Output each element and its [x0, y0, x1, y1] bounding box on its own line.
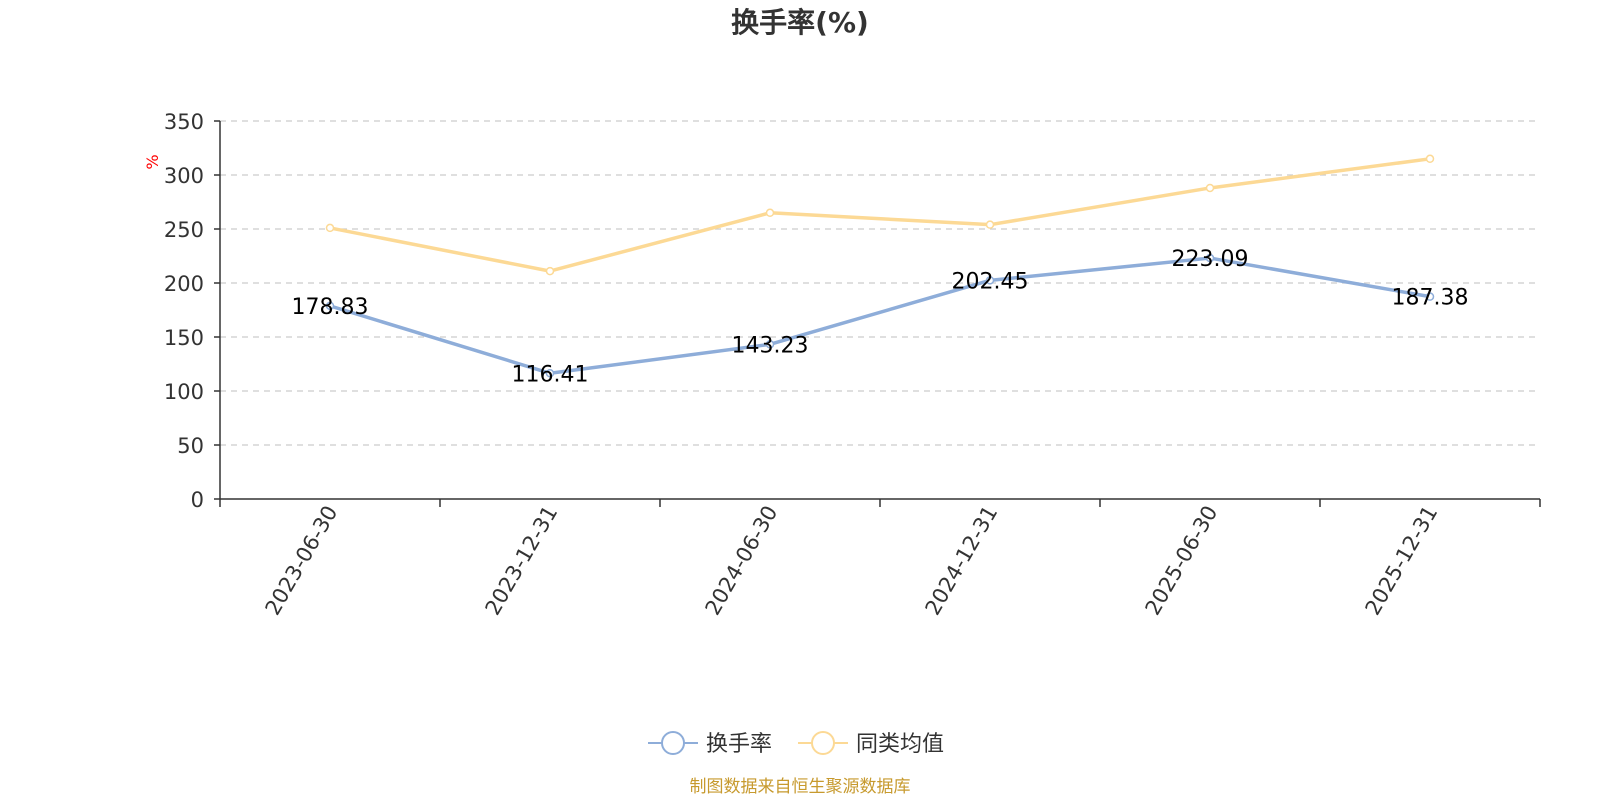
data-label: 187.38 [1392, 286, 1469, 311]
data-point [985, 220, 995, 229]
data-point [1425, 154, 1435, 164]
legend-item[interactable]: 同类均值 [798, 731, 944, 757]
axes: 0 50 100 150 200 250 300 350 2023-06-30 2023-12-3… [164, 110, 1541, 620]
data-point [765, 208, 775, 218]
data-label: 116.41 [512, 362, 589, 387]
data-point [325, 223, 335, 233]
y-tick-label: 0 [191, 488, 204, 512]
data-label: 223.09 [1172, 247, 1249, 272]
data-point [545, 369, 555, 378]
data-point [765, 340, 775, 349]
legend-label: 换手率 [706, 732, 772, 757]
series-lines [325, 154, 1435, 378]
series-line [329, 256, 1431, 376]
data-label: 202.45 [952, 269, 1029, 294]
chart-title: 换手率(%) [731, 6, 869, 39]
x-tick-label: 2024-06-30 [701, 502, 783, 620]
data-labels: 178.83 116.41 143.23 202.45 223.09 187.38 [292, 247, 1469, 387]
data-label: 143.23 [732, 333, 809, 358]
series-line [329, 157, 1431, 273]
data-point [545, 266, 555, 276]
y-tick-label: 350 [164, 110, 204, 134]
legend-label: 同类均值 [856, 732, 944, 757]
grid-lines [220, 120, 1540, 446]
y-tick-label: 100 [164, 380, 204, 404]
x-tick-label: 2023-06-30 [261, 502, 343, 620]
y-tick-label: 50 [177, 434, 204, 458]
y-axis-label: % [143, 154, 162, 169]
legend[interactable]: 换手率 同类均值 [648, 731, 944, 757]
data-label: 178.83 [292, 295, 369, 320]
y-tick-label: 250 [164, 218, 204, 242]
data-point [325, 301, 335, 311]
x-tick-label: 2025-12-31 [1361, 502, 1443, 620]
legend-marker-icon [661, 731, 685, 755]
data-point [1425, 292, 1435, 301]
x-tick-label: 2024-12-31 [921, 502, 1003, 620]
y-tick-label: 300 [164, 164, 204, 188]
data-point [1205, 253, 1215, 263]
legend-item[interactable]: 换手率 [648, 731, 772, 757]
y-tick-label: 150 [164, 326, 204, 350]
data-point [985, 276, 995, 285]
x-tick-label: 2025-06-30 [1141, 502, 1223, 620]
data-point [1205, 183, 1215, 193]
legend-marker-icon [811, 731, 835, 755]
x-tick-label: 2023-12-31 [481, 502, 563, 620]
source-footer: 制图数据来自恒生聚源数据库 [690, 777, 911, 797]
y-tick-label: 200 [164, 272, 204, 296]
